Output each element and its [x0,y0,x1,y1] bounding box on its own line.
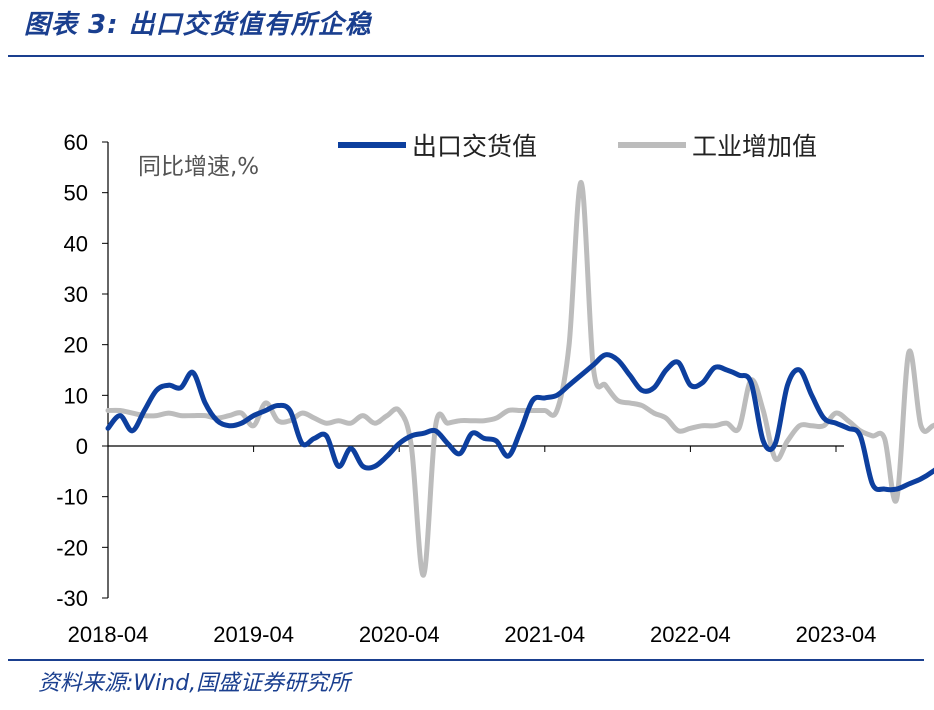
chart-title: 图表 3: 出口交货值有所企稳 [24,10,372,40]
y-tick-label: 10 [64,383,88,408]
y-tick-label: 50 [64,181,88,206]
x-tick-label: 2019-04 [213,622,294,647]
x-tick-label: 2023-04 [796,622,877,647]
x-tick-label: 2018-04 [68,622,149,647]
x-tick-label: 2022-04 [650,622,731,647]
x-tick-label: 2021-04 [504,622,585,647]
y-tick-label: -20 [56,535,88,560]
series-line-export [105,352,934,493]
y-tick-label: 40 [64,231,88,256]
header-divider [8,55,924,57]
y-tick-label: -30 [56,586,88,611]
series-layer [105,179,934,578]
legend: 出口交货值 工业增加值 [338,132,817,161]
series-line-industry [105,179,934,578]
y-tick-label: 30 [64,282,88,307]
x-tick-label: 2020-04 [359,622,440,647]
y-tick-label: 0 [76,434,88,459]
axes-layer: 60 50 40 30 20 10 0 -10 -20 -30 2018-04 2019-04 2020… [56,130,876,647]
legend-label-industry: 工业增加值 [692,132,817,161]
y-unit-label: 同比增速,% [138,154,259,180]
y-tick-label: 60 [64,130,88,155]
y-tick-label: 20 [64,333,88,358]
line-chart: 60 50 40 30 20 10 0 -10 -20 -30 2018-04 2019-04 2020… [56,130,934,647]
source-note: 资料来源:Wind,国盛证券研究所 [38,671,351,696]
legend-label-export: 出口交货值 [412,132,537,161]
footer-divider [8,659,924,661]
y-tick-label: -10 [56,485,88,510]
